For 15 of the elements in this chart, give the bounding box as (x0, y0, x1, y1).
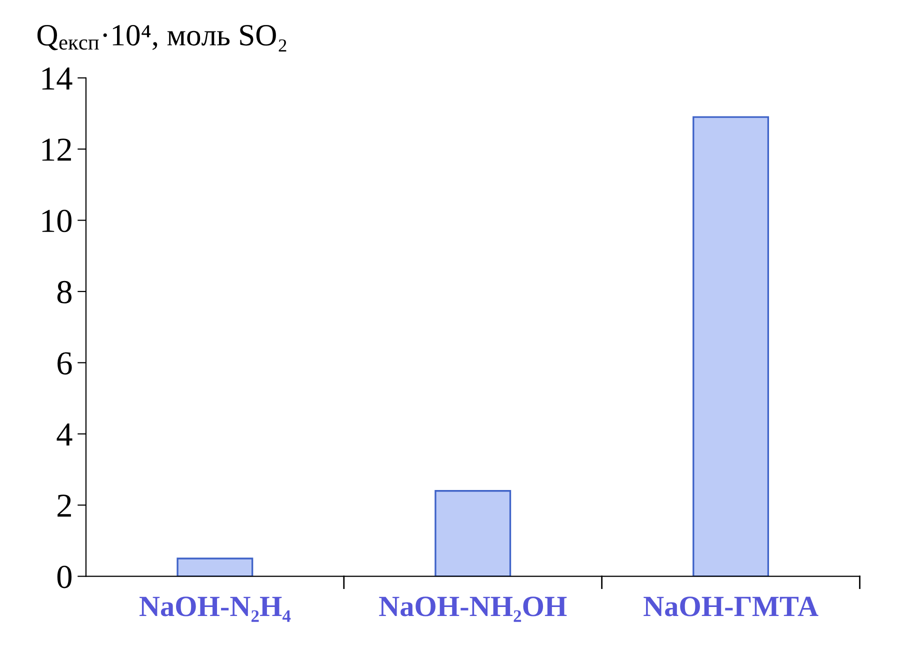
bar (434, 490, 512, 576)
y-tick-label: 4 (56, 424, 72, 446)
y-axis-title: Q$_{експ}$·10⁴, моль SO₂ (37, 24, 286, 52)
x-tick-label: NaOH-NH₂OH (379, 596, 567, 622)
y-tick-label: 0 (57, 566, 72, 588)
y-tick-label: 6 (58, 352, 72, 375)
x-tick-label: NaOH-ГМТА (644, 596, 818, 616)
y-tick-label: 2 (58, 494, 71, 517)
y-tick-label: 12 (42, 138, 71, 161)
y-tick-label: 8 (57, 280, 72, 304)
y-tick-label: 14 (42, 67, 72, 90)
bar (176, 558, 254, 576)
x-tick-label: NaOH-N₂H₄ (140, 596, 291, 622)
y-tick-label: 10 (42, 210, 72, 232)
bar (692, 116, 770, 576)
